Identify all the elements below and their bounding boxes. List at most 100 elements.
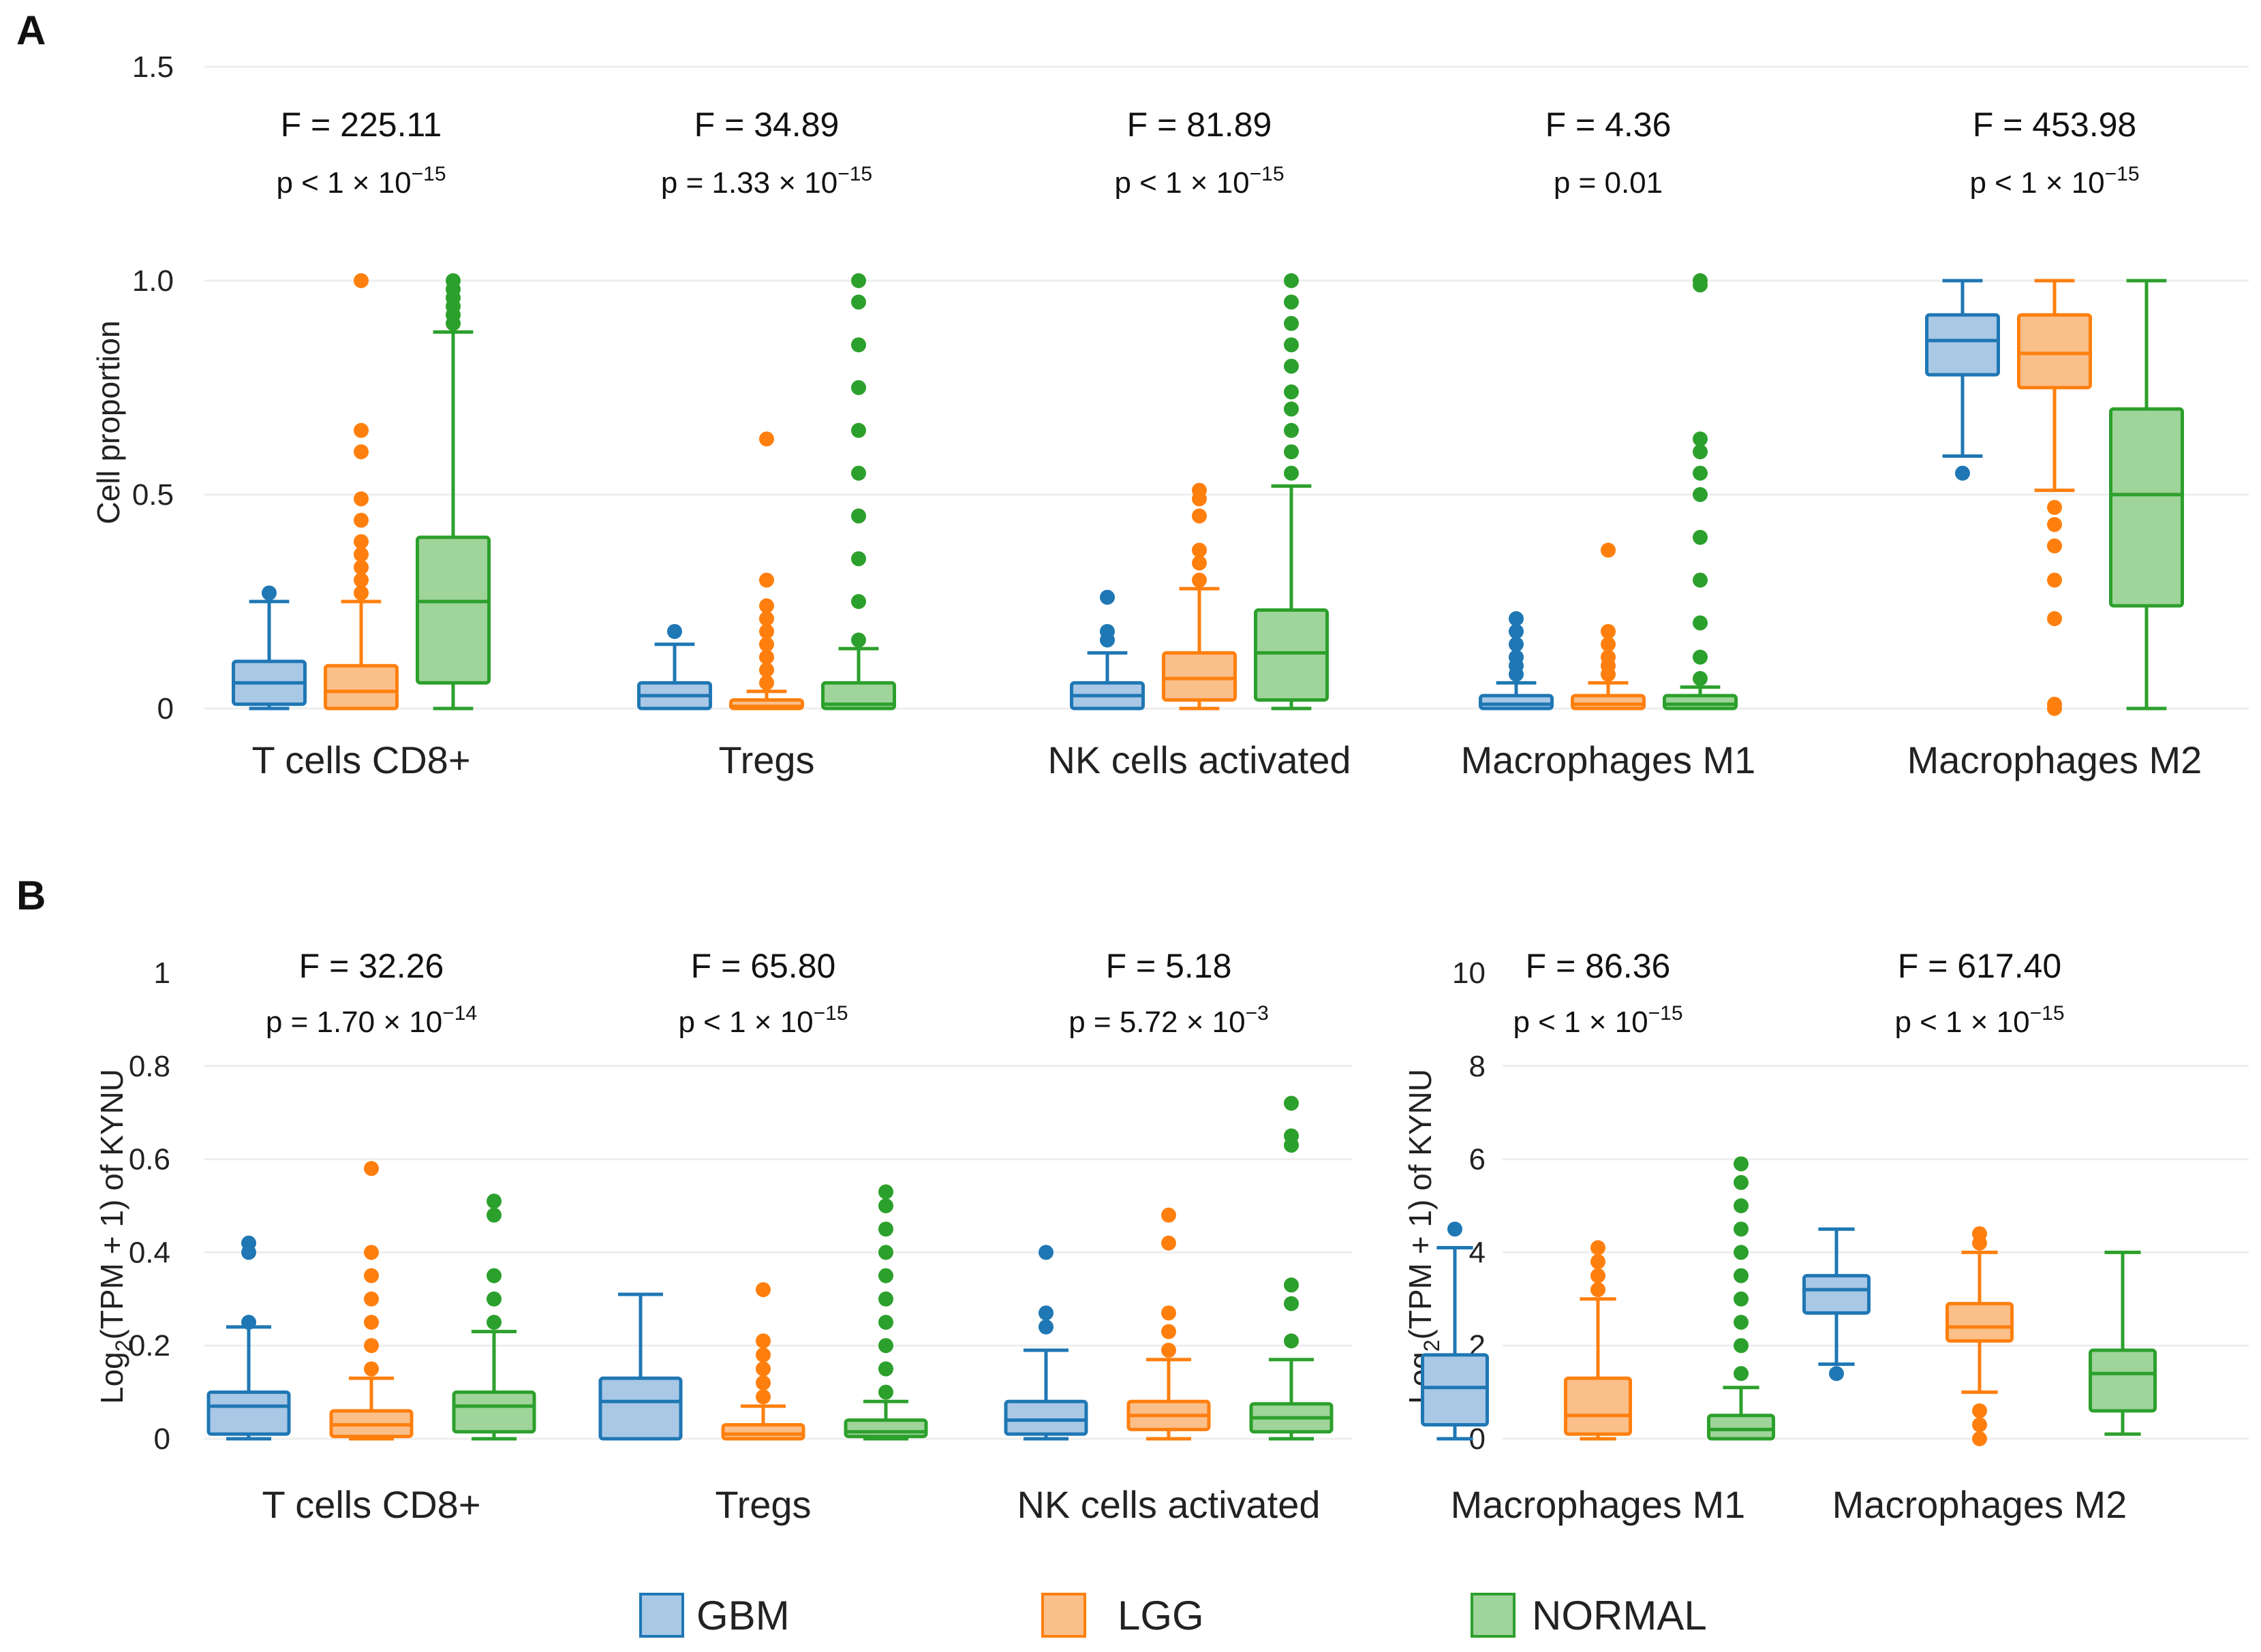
box-lgg: [1571, 542, 1646, 711]
outlier-point: [1039, 1319, 1053, 1335]
outlier-point: [1734, 1174, 1749, 1190]
box-gbm: [232, 585, 307, 711]
p-value: p = 0.01: [1554, 166, 1663, 200]
outlier-point: [1100, 623, 1115, 639]
outlier-point: [1509, 649, 1524, 665]
outlier-point: [1734, 1315, 1749, 1330]
outlier-point: [756, 1389, 771, 1405]
outlier-point: [1284, 444, 1299, 460]
outlier-point: [1590, 1282, 1605, 1298]
outlier-point: [1509, 636, 1524, 652]
category-tregs: F = 65.80 p < 1 × 10−15 Tregs: [598, 947, 928, 1526]
outlier-point: [1601, 542, 1616, 558]
outlier-point: [354, 273, 369, 288]
outlier-point: [851, 422, 866, 438]
outlier-point: [1829, 1366, 1844, 1382]
outlier-point: [364, 1315, 379, 1330]
chart-b-left: 0 0.2 0.4 0.6 0.8 1 Log2(TPM + 1) of KYNU F = 3…: [94, 947, 1353, 1526]
box-lgg: [1126, 1207, 1211, 1441]
outlier-point: [364, 1338, 379, 1354]
outlier-point: [354, 491, 369, 507]
outlier-point: [1734, 1366, 1749, 1382]
f-statistic: F = 225.11: [281, 106, 442, 144]
outlier-point: [1284, 422, 1299, 438]
outlier-point: [1734, 1291, 1749, 1307]
category-label: T cells CD8+: [262, 1483, 480, 1526]
outlier-point: [878, 1338, 893, 1354]
outlier-point: [1590, 1268, 1605, 1283]
chart-a: 0 0.5 1.0 1.5 Cell proportion F = 225.11 p < 1…: [91, 50, 2249, 781]
outlier-point: [1284, 294, 1299, 310]
outlier-point: [1590, 1254, 1605, 1270]
outlier-point: [756, 1375, 771, 1390]
y-axis-label: Cell proportion: [91, 320, 126, 524]
outlier-point: [759, 598, 774, 614]
outlier-point: [487, 1268, 502, 1283]
outlier-point: [364, 1161, 379, 1176]
box-lgg: [1945, 1226, 2014, 1446]
p-value: p < 1 × 10−15: [1894, 1002, 2064, 1039]
p-value: p < 1 × 10−15: [276, 163, 446, 200]
outlier-point: [487, 1291, 502, 1307]
box-lgg: [729, 431, 804, 711]
outlier-point: [851, 508, 866, 524]
outlier-point: [446, 273, 461, 288]
box-iqr: [452, 1390, 536, 1434]
box-gbm: [206, 1235, 291, 1441]
outlier-point: [1693, 444, 1708, 460]
outlier-point: [759, 623, 774, 639]
outlier-point: [878, 1315, 893, 1330]
category-nk-cells-activated: F = 5.18 p = 5.72 × 10−3 NK cells activate…: [1004, 947, 1334, 1526]
box-iqr: [821, 681, 896, 711]
outlier-point: [2047, 572, 2062, 588]
box-iqr: [324, 664, 399, 711]
outlier-point: [1284, 401, 1299, 417]
outlier-point: [878, 1221, 893, 1237]
category-t-cells-cd8: F = 32.26 p = 1.70 × 10−14 T cells CD8+: [206, 947, 536, 1526]
outlier-point: [756, 1361, 771, 1377]
p-value: p < 1 × 10−15: [1513, 1002, 1682, 1039]
outlier-point: [1972, 1403, 1987, 1418]
outlier-point: [2047, 611, 2062, 627]
outlier-point: [1693, 572, 1708, 588]
outlier-point: [1601, 636, 1616, 652]
legend-label-lgg: LGG: [1118, 1593, 1204, 1638]
outlier-point: [1601, 649, 1616, 665]
category-label: Tregs: [715, 1483, 811, 1526]
outlier-point: [364, 1245, 379, 1260]
box-gbm: [1421, 1221, 1489, 1441]
box-normal: [844, 1184, 928, 1441]
outlier-point: [354, 572, 369, 588]
outlier-point: [851, 551, 866, 567]
outlier-point: [354, 512, 369, 528]
box-iqr: [721, 1422, 805, 1441]
category-tregs: F = 34.89 p = 1.33 × 10−15 Tregs: [637, 106, 896, 781]
outlier-point: [1192, 542, 1207, 558]
outlier-point: [878, 1361, 893, 1377]
category-macrophages-m2: F = 617.40 p < 1 × 10−15 Macrophages M2: [1802, 947, 2157, 1526]
legend-swatch-normal: [1471, 1593, 1516, 1638]
outlier-point: [1509, 611, 1524, 627]
outlier-point: [1734, 1156, 1749, 1172]
f-statistic: F = 86.36: [1526, 947, 1671, 985]
outlier-point: [756, 1282, 771, 1298]
box-gbm: [1004, 1245, 1088, 1441]
outlier-point: [759, 649, 774, 665]
y-tick-label: 0.8: [129, 1050, 170, 1083]
box-normal: [1707, 1156, 1775, 1441]
box-iqr: [844, 1418, 928, 1439]
outlier-point: [1284, 1128, 1299, 1144]
outlier-point: [2047, 499, 2062, 515]
outlier-point: [1601, 623, 1616, 639]
outlier-point: [1192, 482, 1207, 498]
outlier-point: [1693, 649, 1708, 665]
f-statistic: F = 34.89: [694, 106, 840, 144]
box-iqr: [1925, 313, 2000, 377]
outlier-point: [878, 1198, 893, 1213]
box-lgg: [329, 1161, 414, 1441]
legend-swatch-gbm: [639, 1593, 684, 1638]
category-t-cells-cd8: F = 225.11 p < 1 × 10−15 T cells CD8+: [232, 106, 491, 781]
outlier-point: [851, 594, 866, 609]
box-normal: [452, 1194, 536, 1441]
